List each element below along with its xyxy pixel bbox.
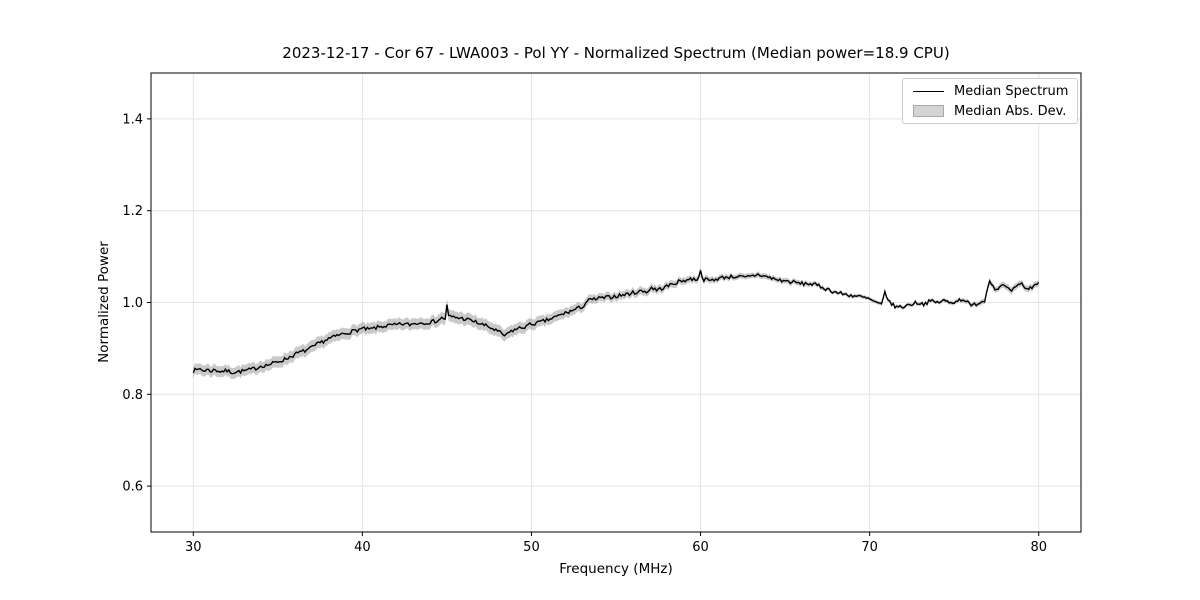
x-tick-label: 70 (861, 540, 878, 555)
y-axis-label: Normalized Power (96, 241, 112, 363)
y-tick-label: 1.2 (122, 204, 143, 219)
legend-entry-median-abs-dev: Median Abs. Dev. (903, 103, 1077, 119)
patch-swatch-icon (913, 105, 944, 117)
legend-label-median-spectrum: Median Spectrum (954, 83, 1069, 99)
y-tick-label: 1.4 (122, 112, 143, 127)
x-tick-label: 30 (185, 540, 202, 555)
legend-label-median-abs-dev: Median Abs. Dev. (954, 103, 1067, 119)
x-tick-label: 60 (692, 540, 709, 555)
legend: Median Spectrum Median Abs. Dev. (902, 78, 1078, 124)
x-axis-label: Frequency (MHz) (559, 561, 673, 577)
x-tick-label: 80 (1030, 540, 1047, 555)
x-tick-label: 50 (523, 540, 540, 555)
y-tick-label: 1.0 (122, 296, 143, 311)
y-tick-label: 0.6 (122, 480, 143, 495)
legend-entry-median-spectrum: Median Spectrum (903, 83, 1077, 99)
y-tick-label: 0.8 (122, 388, 143, 403)
line-swatch-icon (913, 90, 944, 92)
chart-title: 2023-12-17 - Cor 67 - LWA003 - Pol YY - … (282, 44, 950, 62)
x-tick-label: 40 (354, 540, 371, 555)
